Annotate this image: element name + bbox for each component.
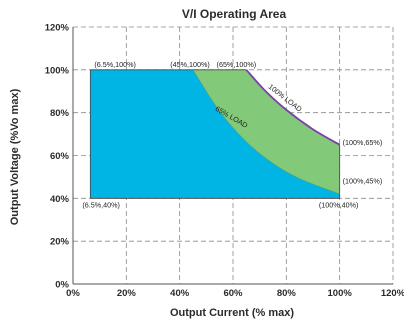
point-label: (65%,100%) xyxy=(217,60,257,69)
x-tick-label: 60% xyxy=(223,288,243,299)
y-tick-label: 20% xyxy=(50,237,70,248)
y-tick-label: 100% xyxy=(45,65,70,76)
y-tick-label: 120% xyxy=(45,23,70,34)
y-tick-label: 0% xyxy=(55,280,69,291)
x-tick-label: 100% xyxy=(328,288,353,299)
y-tick-label: 60% xyxy=(50,151,70,162)
load-100-curve xyxy=(245,69,341,146)
tick-labels: 0% 20% 40% 60% 80% 100% 120% 0% 20% 40% 60% 80% 100%… xyxy=(45,23,404,300)
point-label: (6.5%,100%) xyxy=(94,60,136,69)
operating-area-fill xyxy=(90,69,340,199)
chart-title: V/I Operating Area xyxy=(182,7,287,21)
point-label: (100%,40%) xyxy=(319,200,359,209)
point-label: (6.5%,40%) xyxy=(82,200,120,209)
x-axis-title: Output Current (% max) xyxy=(170,307,294,319)
axes xyxy=(72,27,393,285)
point-label: (45%,100%) xyxy=(170,60,210,69)
x-tick-label: 20% xyxy=(117,288,137,299)
point-label: (100%,45%) xyxy=(343,177,383,186)
x-tick-label: 40% xyxy=(170,288,190,299)
y-tick-label: 80% xyxy=(50,108,70,119)
point-label: (100%,65%) xyxy=(343,138,383,147)
x-tick-label: 80% xyxy=(277,288,297,299)
boundary-lines xyxy=(89,69,341,199)
load-65-curve xyxy=(192,69,340,195)
x-tick-label: 120% xyxy=(381,288,404,299)
y-axis-title: Output Voltage (%Vo max) xyxy=(9,88,21,225)
extended-area-fill xyxy=(193,69,340,195)
x-tick-label: 0% xyxy=(66,288,80,299)
operating-area xyxy=(90,69,340,199)
y-tick-label: 40% xyxy=(50,194,70,205)
